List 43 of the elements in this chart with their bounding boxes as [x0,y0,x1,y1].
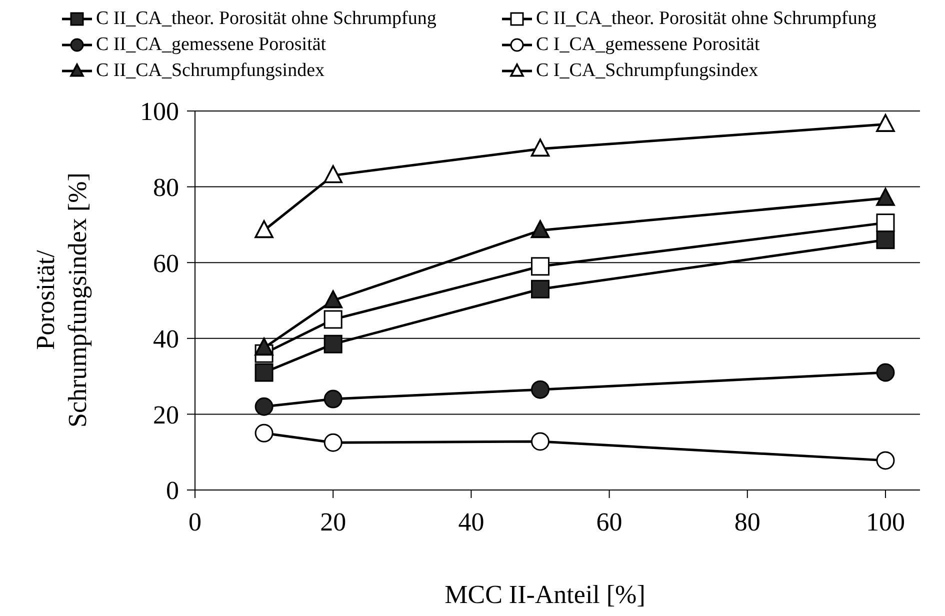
x-tick-label: 0 [188,507,202,536]
legend-label: C II_CA_gemessene Porosität [96,34,326,56]
y-tick-label: 100 [140,97,179,126]
y-tick-label: 80 [153,173,179,202]
point [530,257,550,276]
y-tick-label: 40 [153,324,179,354]
point [530,138,550,157]
point [876,363,895,382]
point [530,280,550,298]
point [324,433,342,452]
point [254,397,274,416]
point [876,451,895,470]
x-axis-title: MCC II-Anteil [%] [444,580,646,610]
point [530,432,550,451]
x-tick-label: 100 [866,507,905,536]
point [876,214,895,232]
x-tick-label: 80 [734,507,760,536]
y-tick-label: 0 [166,476,179,506]
y-tick-label: 60 [153,248,179,278]
point [530,220,550,238]
point [876,114,895,132]
legend-label: C II_CA_theor. Porosität ohne Schrumpfung [536,8,876,30]
x-tick-label: 20 [320,507,346,536]
legend-label: C II_CA_Schrumpfungsindex [96,60,325,82]
point [254,424,274,442]
y-axis-title: Porosität/ Schrumpfungsindex [%] [30,172,93,428]
point [254,338,274,356]
point [324,165,342,184]
point [530,380,550,399]
point [876,230,895,250]
point [254,363,274,382]
point [876,188,895,206]
point [324,390,342,408]
legend-label: C I_CA_gemessene Porosität [536,34,760,56]
y-tick-label: 20 [153,400,179,430]
legend-label: C II_CA_theor. Porosität ohne Schrumpfung [96,8,436,30]
point [254,220,274,238]
x-tick-label: 40 [458,507,484,536]
legend-label: C I_CA_Schrumpfungsindex [536,60,758,82]
point [324,334,342,354]
x-tick-label: 60 [596,507,622,536]
point [324,290,342,308]
point [324,310,342,329]
